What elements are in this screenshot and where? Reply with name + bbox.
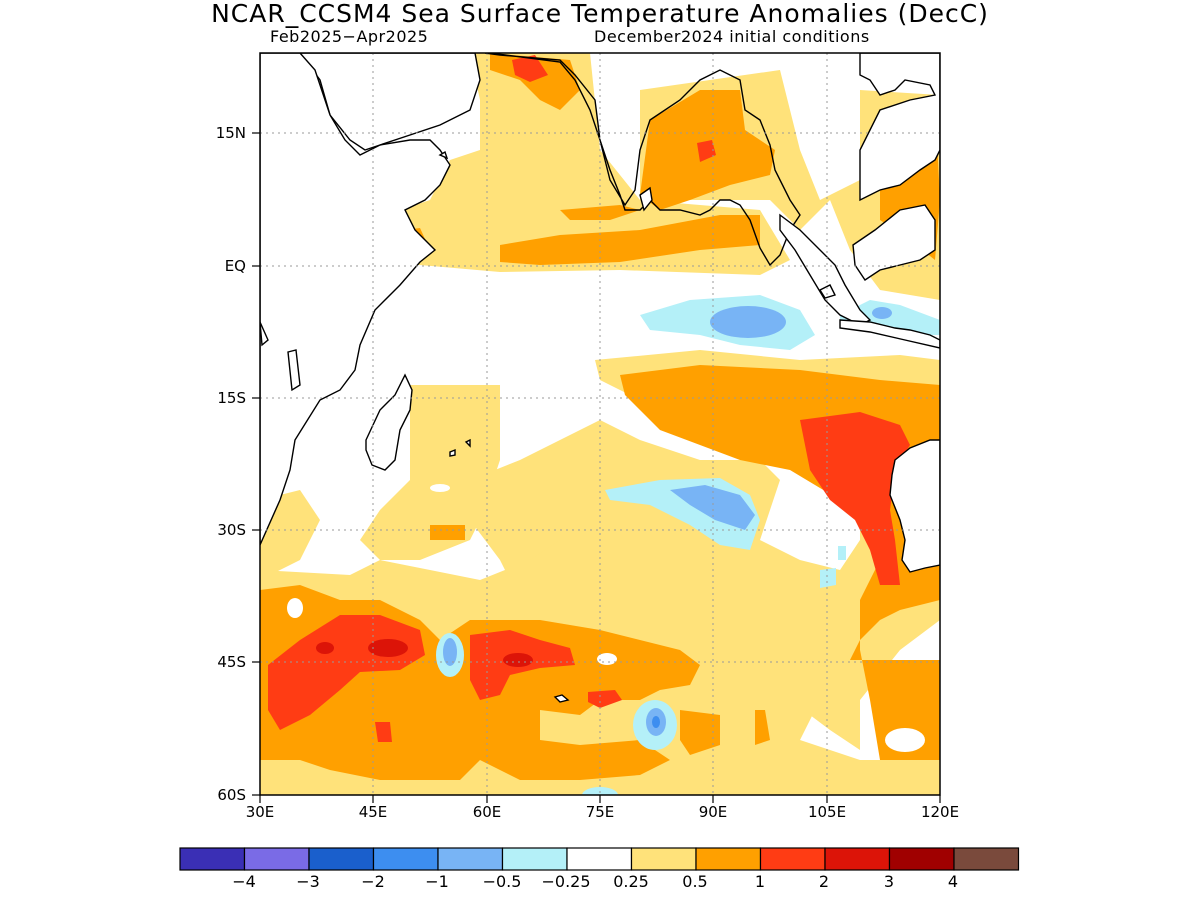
colorbar-swatch xyxy=(179,847,246,871)
colorbar-swatch xyxy=(759,847,826,871)
colorbar-swatch xyxy=(501,847,568,871)
initial-conditions: December2024 initial conditions xyxy=(594,27,870,46)
x-tick-75e: 75E xyxy=(585,803,615,821)
colorbar-label: −2 xyxy=(361,872,385,891)
colorbar-swatch xyxy=(372,847,439,871)
colorbar-swatch xyxy=(308,847,375,871)
colorbar-label: 3 xyxy=(883,872,895,891)
colorbar-label: 4 xyxy=(947,872,959,891)
colorbar-label: 0.25 xyxy=(613,872,649,891)
colorbar-swatch xyxy=(824,847,891,871)
colorbar-label: −1 xyxy=(425,872,449,891)
near-normal-patches xyxy=(287,484,925,752)
colorbar-swatch xyxy=(437,847,504,871)
colorbar-swatch xyxy=(630,847,697,871)
y-tick-15s: 15S xyxy=(217,389,246,407)
colorbar-swatch xyxy=(888,847,955,871)
anomaly-negative-moderate xyxy=(443,306,892,736)
x-tick-60e: 60E xyxy=(472,803,502,821)
y-tick-30s: 30S xyxy=(217,521,246,539)
colorbar-label: 2 xyxy=(818,872,830,891)
y-tick-15n: 15N xyxy=(215,124,246,142)
colorbar-swatch xyxy=(566,847,633,871)
y-tick-eq: EQ xyxy=(224,257,246,275)
y-tick-45s: 45S xyxy=(217,653,246,671)
colorbar-label: −3 xyxy=(296,872,320,891)
x-tick-90e: 90E xyxy=(698,803,728,821)
anomaly-2-3 xyxy=(316,639,533,667)
colorbar-label: 0.5 xyxy=(682,872,708,891)
x-tick-105e: 105E xyxy=(807,803,847,821)
anomaly-field xyxy=(260,53,940,795)
colorbar-swatch xyxy=(695,847,762,871)
colorbar-label: −4 xyxy=(232,872,256,891)
x-tick-45e: 45E xyxy=(358,803,388,821)
colorbar-label: −0.25 xyxy=(541,872,591,891)
colorbar-label: 1 xyxy=(754,872,766,891)
colorbar-label: −0.5 xyxy=(482,872,522,891)
colorbar-swatch xyxy=(243,847,310,871)
colorbar xyxy=(179,847,1020,871)
map-title: NCAR_CCSM4 Sea Surface Temperature Anoma… xyxy=(211,0,989,28)
grid-lines xyxy=(260,53,940,795)
axis-ticks xyxy=(252,132,941,803)
forecast-period: Feb2025−Apr2025 xyxy=(270,27,429,46)
coastlines xyxy=(260,53,940,703)
anomaly-negative-strong xyxy=(652,716,660,728)
x-tick-120e: 120E xyxy=(920,803,960,821)
colorbar-swatch xyxy=(953,847,1020,871)
x-tick-30e: 30E xyxy=(245,803,275,821)
y-tick-60s: 60S xyxy=(217,786,246,804)
